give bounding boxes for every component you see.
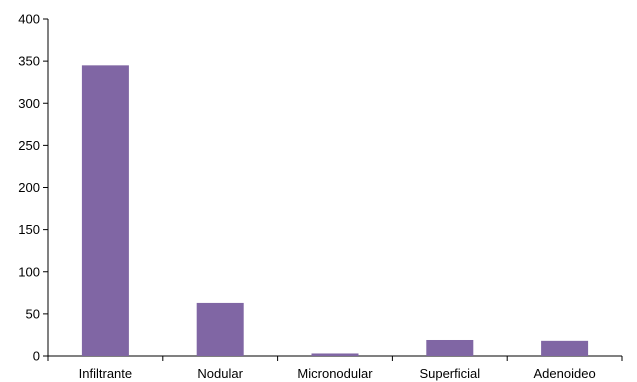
y-tick-label: 150 bbox=[18, 222, 40, 237]
bar-micronodular bbox=[311, 353, 359, 356]
x-tick-label: Micronodular bbox=[297, 366, 373, 381]
bar-infiltrante bbox=[81, 65, 129, 357]
y-tick-label: 50 bbox=[26, 306, 40, 321]
y-tick-label: 300 bbox=[18, 96, 40, 111]
bar-adenoideo bbox=[541, 340, 589, 356]
y-tick-label: 350 bbox=[18, 54, 40, 69]
x-axis: Infiltrante Nodular Micronodular Superficia… bbox=[47, 355, 623, 381]
y-tick-label: 250 bbox=[18, 138, 40, 153]
x-tick-label: Infiltrante bbox=[79, 366, 132, 381]
bars bbox=[81, 65, 589, 357]
y-axis: 0 50 100 150 200 250 300 350 400 bbox=[18, 12, 49, 364]
y-tick-label: 0 bbox=[33, 349, 40, 364]
x-tick-label: Adenoideo bbox=[534, 366, 596, 381]
y-tick-label: 400 bbox=[18, 12, 40, 27]
bar-nodular bbox=[196, 302, 244, 356]
x-tick-label: Superficial bbox=[419, 366, 480, 381]
x-tick-label: Nodular bbox=[197, 366, 243, 381]
bar-superficial bbox=[426, 339, 474, 356]
y-tick-label: 100 bbox=[18, 264, 40, 279]
y-tick-label: 200 bbox=[18, 180, 40, 195]
